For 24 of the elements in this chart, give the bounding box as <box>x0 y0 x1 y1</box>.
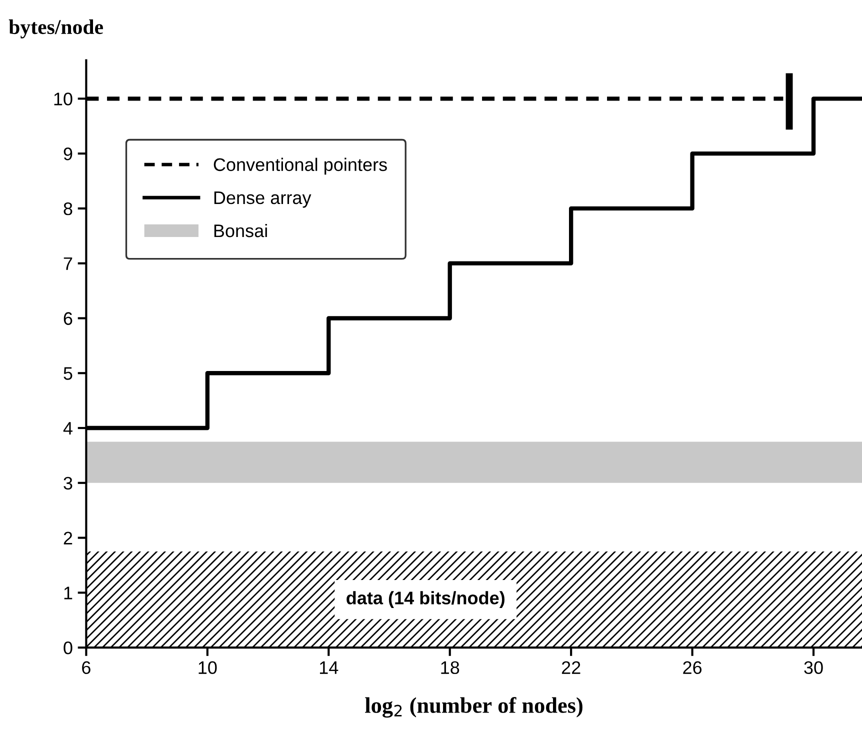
y-tick-label: 2 <box>64 532 72 544</box>
x-tick-label: 30 <box>804 661 823 674</box>
y-tick-label: 9 <box>64 147 72 160</box>
y-tick-label: 3 <box>64 476 72 490</box>
y-tick-label: 6 <box>64 312 72 325</box>
x-tick-label: 26 <box>683 661 702 674</box>
x-tick-label: 22 <box>562 661 580 674</box>
x-tick-label: 14 <box>320 661 338 674</box>
legend-label: Bonsai <box>214 224 267 238</box>
y-tick-label: 10 <box>54 92 72 106</box>
x-tick-label: 6 <box>82 661 90 674</box>
legend-label: Dense array <box>214 192 312 208</box>
y-tick-label: 0 <box>64 642 72 654</box>
y-axis-title: bytes/node <box>8 19 103 38</box>
y-tick-label: 4 <box>63 422 72 435</box>
y-tick-label: 5 <box>64 367 72 380</box>
y-tick-label: 1 <box>64 586 72 600</box>
y-tick-label: 7 <box>64 257 72 270</box>
x-axis-title: log$_{2}$ (number of nodes) <box>365 697 582 718</box>
legend-label: Conventional pointers <box>214 158 387 175</box>
x-tick-label: 10 <box>198 661 217 674</box>
y-tick-label: 8 <box>64 202 72 216</box>
annotation: data (14 bits/node) <box>346 591 504 608</box>
x-tick-label: 18 <box>441 661 460 674</box>
